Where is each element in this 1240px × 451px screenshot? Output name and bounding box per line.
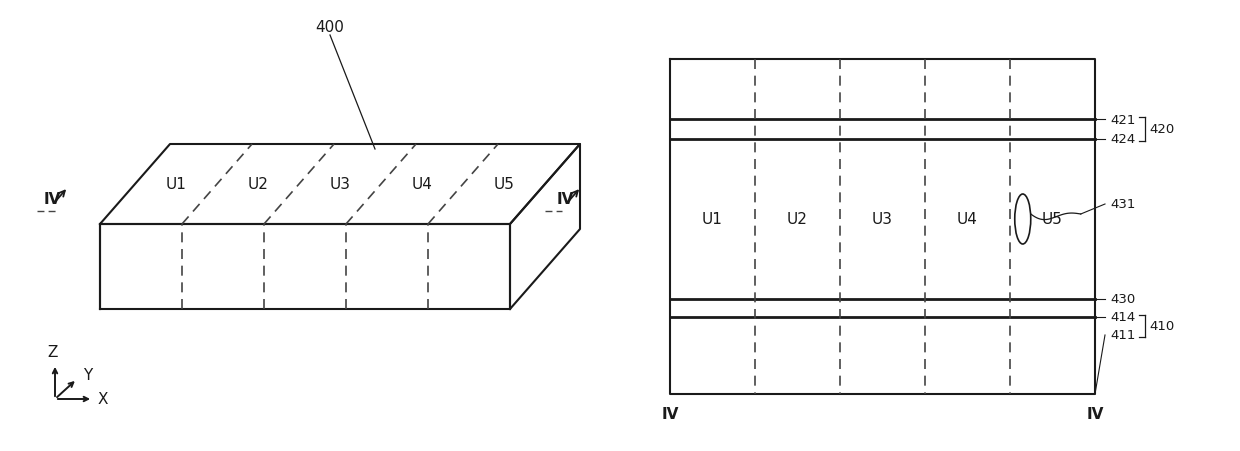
Text: Y: Y	[83, 368, 92, 382]
Text: 430: 430	[1110, 293, 1136, 306]
Text: 410: 410	[1149, 320, 1174, 333]
Text: Z: Z	[48, 344, 58, 359]
Text: U3: U3	[872, 212, 893, 227]
Text: X: X	[98, 391, 109, 407]
Text: IV: IV	[661, 407, 678, 422]
Text: 424: 424	[1110, 133, 1136, 146]
Text: U4: U4	[957, 212, 978, 227]
Text: U5: U5	[494, 177, 515, 192]
Text: U1: U1	[702, 212, 723, 227]
Text: 411: 411	[1110, 329, 1136, 342]
Text: 431: 431	[1110, 198, 1136, 211]
Text: U5: U5	[1042, 212, 1063, 227]
Text: U3: U3	[330, 177, 351, 192]
Text: U1: U1	[166, 177, 186, 192]
Text: IV: IV	[43, 192, 61, 207]
Text: IV: IV	[557, 192, 574, 207]
Text: 414: 414	[1110, 311, 1136, 324]
Text: U2: U2	[248, 177, 268, 192]
Text: 420: 420	[1149, 123, 1174, 136]
Text: IV: IV	[1086, 407, 1104, 422]
Text: 400: 400	[315, 20, 345, 36]
Text: 421: 421	[1110, 113, 1136, 126]
Text: U2: U2	[787, 212, 808, 227]
Text: U4: U4	[412, 177, 433, 192]
